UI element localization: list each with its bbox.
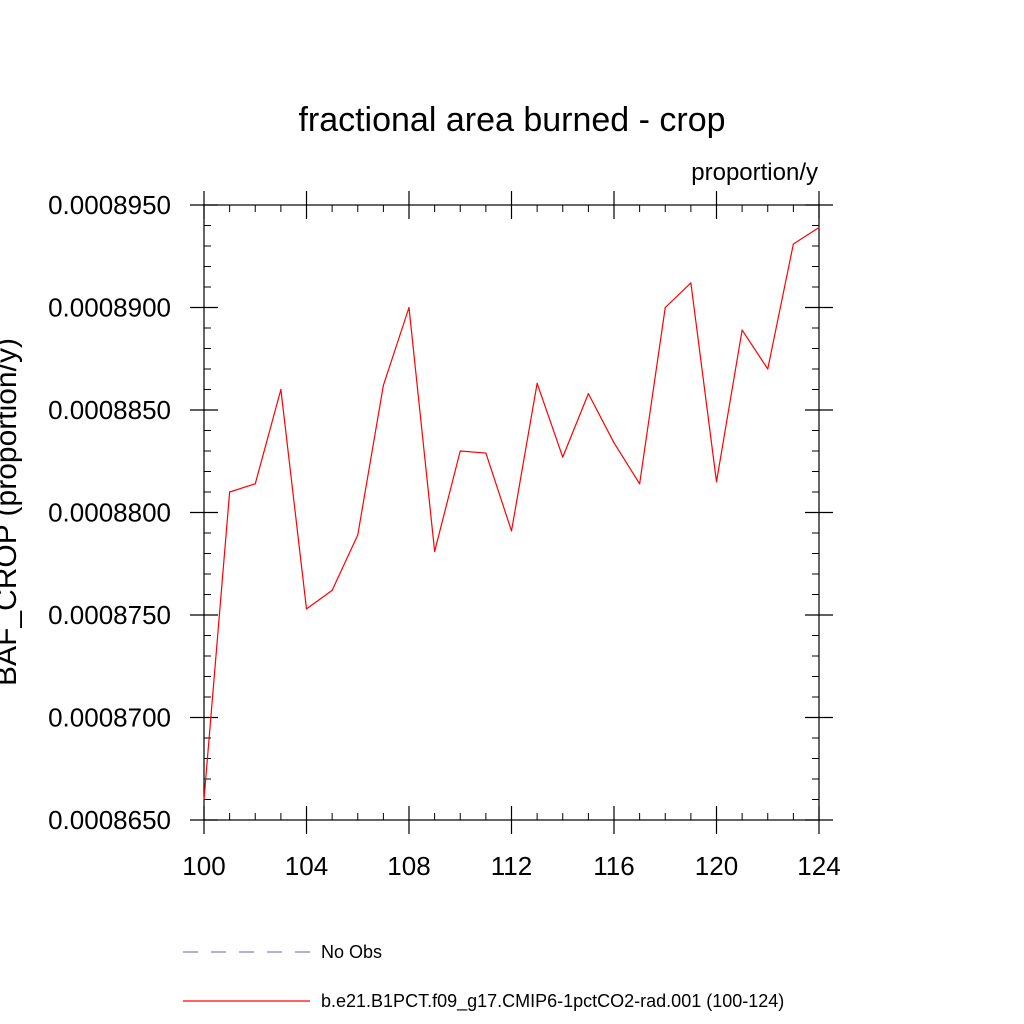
legend-entry: b.e21.B1PCT.f09_g17.CMIP6-1pctCO2-rad.00… xyxy=(321,991,784,1012)
data-point xyxy=(485,452,487,454)
data-lines xyxy=(203,226,820,801)
data-point xyxy=(792,243,794,245)
tick-labels: 100 104 108 112 116 120 124 0.0008650 0.0008700 0… xyxy=(48,190,841,881)
x-tick-label: 108 xyxy=(387,851,430,881)
data-point xyxy=(305,608,308,610)
data-point xyxy=(357,534,359,536)
y-tick-label: 0.0008650 xyxy=(48,805,171,835)
data-point xyxy=(382,384,384,386)
data-point xyxy=(767,368,769,370)
y-tick-label: 0.0008850 xyxy=(48,395,171,425)
legend-entry: No Obs xyxy=(321,942,382,962)
data-point xyxy=(639,483,641,485)
data-point xyxy=(613,442,615,444)
y-tick-label: 0.0008800 xyxy=(48,498,171,528)
x-tick-label: 100 xyxy=(182,851,225,881)
chart-title: fractional area burned - crop xyxy=(298,101,725,139)
y-tick-label: 0.0008750 xyxy=(48,600,171,630)
y-tick-label: 0.0008900 xyxy=(48,293,171,323)
y-tick-label: 0.0008950 xyxy=(48,190,171,220)
x-tick-label: 116 xyxy=(593,851,634,881)
data-point xyxy=(203,798,205,801)
data-point xyxy=(280,388,282,391)
data-point xyxy=(818,226,820,229)
y-axis-label: BAF_CROP (proportion/y) xyxy=(0,338,23,686)
data-point xyxy=(664,306,666,309)
data-point xyxy=(331,589,333,592)
data-point xyxy=(536,382,538,384)
series-line xyxy=(203,227,820,800)
data-point xyxy=(408,306,410,309)
plot-frame xyxy=(203,204,820,821)
legend: No Obs b.e21.B1PCT.f09_g17.CMIP6-1pctCO2-… xyxy=(183,942,784,1012)
data-point xyxy=(741,329,743,331)
y-tick-label: 0.0008700 xyxy=(48,703,171,733)
x-tick-label: 104 xyxy=(285,851,328,881)
data-point xyxy=(690,282,692,284)
data-point xyxy=(434,550,436,553)
data-point xyxy=(459,450,461,452)
data-point xyxy=(715,481,718,483)
x-tick-label: 120 xyxy=(695,851,738,881)
data-point xyxy=(254,483,256,485)
axis-ticks xyxy=(190,191,833,834)
data-point xyxy=(562,456,564,458)
x-tick-label: 124 xyxy=(797,851,840,881)
data-point xyxy=(587,393,589,395)
x-tick-label: 112 xyxy=(491,851,532,881)
data-point xyxy=(510,530,513,532)
units-label: proportion/y xyxy=(691,159,818,186)
data-point xyxy=(229,491,231,493)
